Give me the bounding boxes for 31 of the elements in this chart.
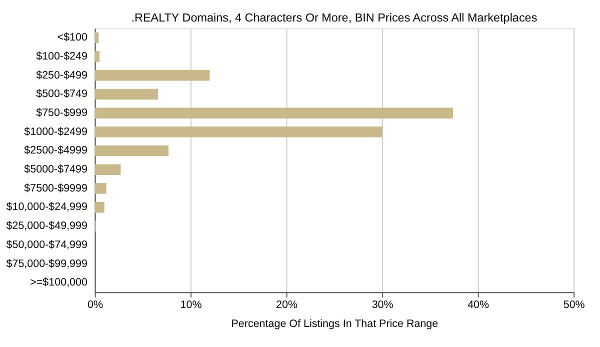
bar <box>94 145 169 156</box>
x-tick-label: 10% <box>180 299 202 312</box>
y-tick-label: $25,000-$49,999 <box>6 220 88 232</box>
y-tick-label: $10,000-$24,999 <box>6 201 88 214</box>
y-tick-label: $7500-$9999 <box>24 182 88 194</box>
bar <box>94 126 382 138</box>
y-tick-label: $2500-$4999 <box>24 144 88 157</box>
bar <box>94 202 104 213</box>
x-tick-label: 30% <box>372 299 394 312</box>
bar <box>94 70 210 81</box>
bar <box>94 108 453 118</box>
y-tick-label: $250-$499 <box>36 69 88 82</box>
y-tick-label: $75,000-$99,999 <box>6 258 88 270</box>
y-tick-label: $1000-$2499 <box>24 126 88 138</box>
y-tick-label: $50,000-$74,999 <box>6 238 88 251</box>
y-tick-label: >=$100,000 <box>30 276 88 289</box>
y-tick-label: $5000-$7499 <box>24 164 88 176</box>
y-tick-label: $500-$749 <box>36 88 88 100</box>
x-tick-label: 40% <box>468 299 490 312</box>
y-tick-label: $750-$999 <box>36 107 88 120</box>
bar <box>94 183 106 194</box>
bar <box>94 164 121 175</box>
x-tick-label: 20% <box>276 299 298 312</box>
chart-title: .REALTY Domains, 4 Characters Or More, BIN Prices Across All Marketplaces <box>131 11 538 24</box>
x-tick-label: 50% <box>563 299 586 312</box>
y-tick-label: <$100 <box>57 32 88 44</box>
bar <box>94 88 158 100</box>
y-tick-label: $100-$249 <box>36 50 88 62</box>
bar <box>94 51 100 62</box>
x-tick-label: 0% <box>88 299 104 312</box>
x-axis-title: Percentage Of Listings In That Price Range <box>231 318 438 330</box>
